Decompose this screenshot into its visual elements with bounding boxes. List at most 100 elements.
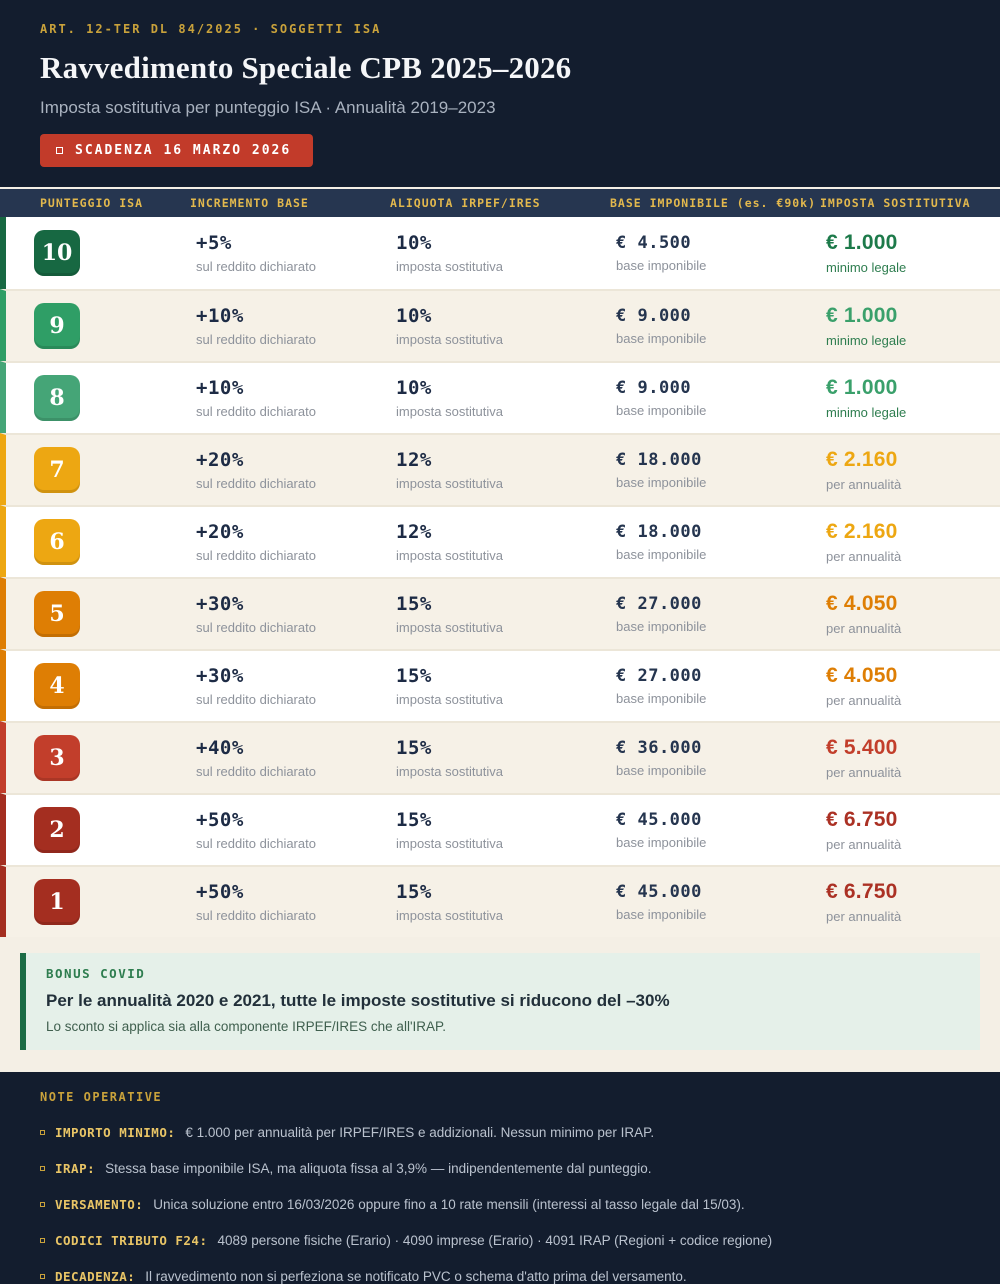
rate-cell-sublabel: imposta sostitutiva [396,476,503,491]
rate-cell: 15% imposta sostitutiva [396,737,616,779]
increment-cell-value: +20% [196,521,244,543]
tax-cell: € 4.050 per annualità [826,592,1000,636]
rate-cell-value: 15% [396,809,432,831]
score-badge-5: 5 [34,591,80,637]
square-bullet-icon [40,1130,45,1135]
rate-cell-value: 12% [396,449,432,471]
isa-row-7: 7 +20% sul reddito dichiarato 12% imposta so… [0,433,1000,505]
rate-cell: 15% imposta sostitutiva [396,593,616,635]
score-cell: 6 [6,519,196,565]
base-cell-sublabel: base imponibile [616,619,707,634]
bonus-covid-callout: BONUS COVID Per le annualità 2020 e 2021… [20,953,980,1050]
note-text: Unica soluzione entro 16/03/2026 oppure … [153,1197,745,1212]
base-cell: € 4.500 base imponibile [616,233,826,273]
score-cell: 3 [6,735,196,781]
note-item-3: VERSAMENTO: Unica soluzione entro 16/03/2… [40,1197,960,1212]
base-cell-value: € 27.000 [616,594,702,614]
square-bullet-icon [40,1166,45,1171]
column-header-3: ALIQUOTA IRPEF/IRES [390,196,541,210]
base-cell-sublabel: base imponibile [616,403,707,418]
note-item-5: DECADENZA: Il ravvedimento non si perfezi… [40,1269,960,1284]
increment-cell-sublabel: sul reddito dichiarato [196,476,316,491]
base-cell-value: € 45.000 [616,810,702,830]
isa-row-4: 4 +30% sul reddito dichiarato 15% imposta so… [0,649,1000,721]
note-text: 4089 persone fisiche (Erario) · 4090 imp… [217,1233,773,1248]
increment-cell: +20% sul reddito dichiarato [196,449,396,491]
increment-cell-value: +50% [196,881,244,903]
tax-cell-value: € 5.400 [826,736,898,759]
tax-cell-sublabel: minimo legale [826,405,907,420]
rate-cell-value: 15% [396,737,432,759]
rate-cell-sublabel: imposta sostitutiva [396,764,503,779]
increment-cell: +40% sul reddito dichiarato [196,737,396,779]
tax-cell-sublabel: per annualità [826,621,902,636]
isa-row-1: 1 +50% sul reddito dichiarato 15% imposta so… [0,865,1000,937]
isa-row-5: 5 +30% sul reddito dichiarato 15% imposta so… [0,577,1000,649]
rate-cell-value: 15% [396,881,432,903]
rate-cell-value: 15% [396,593,432,615]
tax-cell-value: € 1.000 [826,376,898,399]
base-cell: € 9.000 base imponibile [616,306,826,346]
increment-cell-value: +10% [196,305,244,327]
tax-cell-sublabel: minimo legale [826,333,907,348]
tax-cell: € 6.750 per annualità [826,880,1000,924]
tax-cell-sublabel: per annualità [826,477,902,492]
rate-cell-value: 15% [396,665,432,687]
score-badge-6: 6 [34,519,80,565]
page-subtitle: Imposta sostitutiva per punteggio ISA · … [40,98,496,117]
rate-cell-sublabel: imposta sostitutiva [396,259,503,274]
base-cell: € 27.000 base imponibile [616,594,826,634]
score-cell: 10 [6,230,196,276]
score-badge-9: 9 [34,303,80,349]
rate-cell-value: 10% [396,377,432,399]
eyebrow-law-reference: ART. 12-TER DL 84/2025 · SOGGETTI ISA [40,22,382,36]
score-badge-1: 1 [34,879,80,925]
base-cell-sublabel: base imponibile [616,258,707,273]
score-cell: 7 [6,447,196,493]
rate-cell: 15% imposta sostitutiva [396,881,616,923]
page-header: ART. 12-TER DL 84/2025 · SOGGETTI ISA Ra… [0,0,1000,187]
increment-cell-sublabel: sul reddito dichiarato [196,836,316,851]
increment-cell: +50% sul reddito dichiarato [196,809,396,851]
increment-cell-value: +10% [196,377,244,399]
rate-cell-sublabel: imposta sostitutiva [396,692,503,707]
increment-cell-value: +50% [196,809,244,831]
base-cell-value: € 27.000 [616,666,702,686]
base-cell: € 36.000 base imponibile [616,738,826,778]
increment-cell-value: +30% [196,593,244,615]
base-cell-value: € 18.000 [616,522,702,542]
deadline-badge-label: SCADENZA 16 MARZO 2026 [75,143,292,158]
increment-cell-sublabel: sul reddito dichiarato [196,620,316,635]
base-cell-sublabel: base imponibile [616,835,707,850]
note-label: IRAP: [55,1161,96,1176]
note-text: € 1.000 per annualità per IRPEF/IRES e a… [185,1125,655,1140]
note-label: IMPORTO MINIMO: [55,1125,176,1140]
increment-cell-value: +20% [196,449,244,471]
increment-cell-value: +40% [196,737,244,759]
notes-footer: NOTE OPERATIVE IMPORTO MINIMO: € 1.000 pe… [0,1072,1000,1284]
tax-cell-value: € 2.160 [826,520,898,543]
score-cell: 1 [6,879,196,925]
increment-cell-sublabel: sul reddito dichiarato [196,259,316,274]
note-text: Il ravvedimento non si perfeziona se not… [145,1269,687,1284]
score-badge-3: 3 [34,735,80,781]
base-cell-sublabel: base imponibile [616,475,707,490]
square-bullet-icon [40,1202,45,1207]
isa-row-2: 2 +50% sul reddito dichiarato 15% imposta so… [0,793,1000,865]
score-cell: 2 [6,807,196,853]
tax-cell-value: € 6.750 [826,880,898,903]
rate-cell: 12% imposta sostitutiva [396,449,616,491]
column-header-4: BASE IMPONIBILE (es. €90k) [610,196,817,210]
rate-cell-value: 10% [396,305,432,327]
score-cell: 4 [6,663,196,709]
increment-cell: +20% sul reddito dichiarato [196,521,396,563]
base-cell-value: € 45.000 [616,882,702,902]
tax-cell: € 2.160 per annualità [826,448,1000,492]
tax-cell-value: € 1.000 [826,304,898,327]
rate-cell-sublabel: imposta sostitutiva [396,404,503,419]
score-badge-10: 10 [34,230,80,276]
tax-cell-value: € 6.750 [826,808,898,831]
isa-row-6: 6 +20% sul reddito dichiarato 12% imposta so… [0,505,1000,577]
note-label: DECADENZA: [55,1269,136,1284]
tax-cell-value: € 4.050 [826,664,898,687]
